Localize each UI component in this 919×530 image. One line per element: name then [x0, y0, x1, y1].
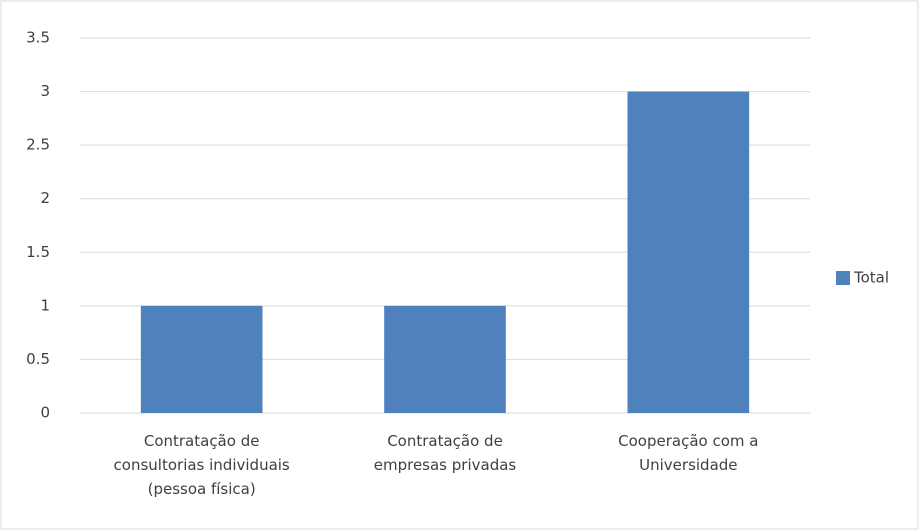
bar: [384, 305, 506, 413]
y-tick-label: 0.5: [26, 350, 50, 368]
bar: [140, 305, 263, 413]
y-tick-label: 2.5: [26, 136, 50, 154]
y-tick-label: 2: [40, 189, 50, 207]
x-tick-label: Contratação de empresas privadas: [373, 432, 517, 474]
y-tick-label: 1: [40, 296, 50, 314]
legend-label: Total: [853, 269, 889, 287]
y-tick-label: 1.5: [26, 243, 50, 261]
y-tick-label: 0: [40, 404, 50, 422]
x-tick-label: Contratação de consultorias individuais …: [113, 432, 290, 498]
x-tick-label: Cooperação com a Universidade: [618, 432, 759, 474]
legend-swatch: [836, 271, 850, 285]
y-tick-label: 3.5: [26, 29, 50, 47]
bar: [627, 91, 750, 414]
y-tick-label: 3: [40, 82, 50, 100]
